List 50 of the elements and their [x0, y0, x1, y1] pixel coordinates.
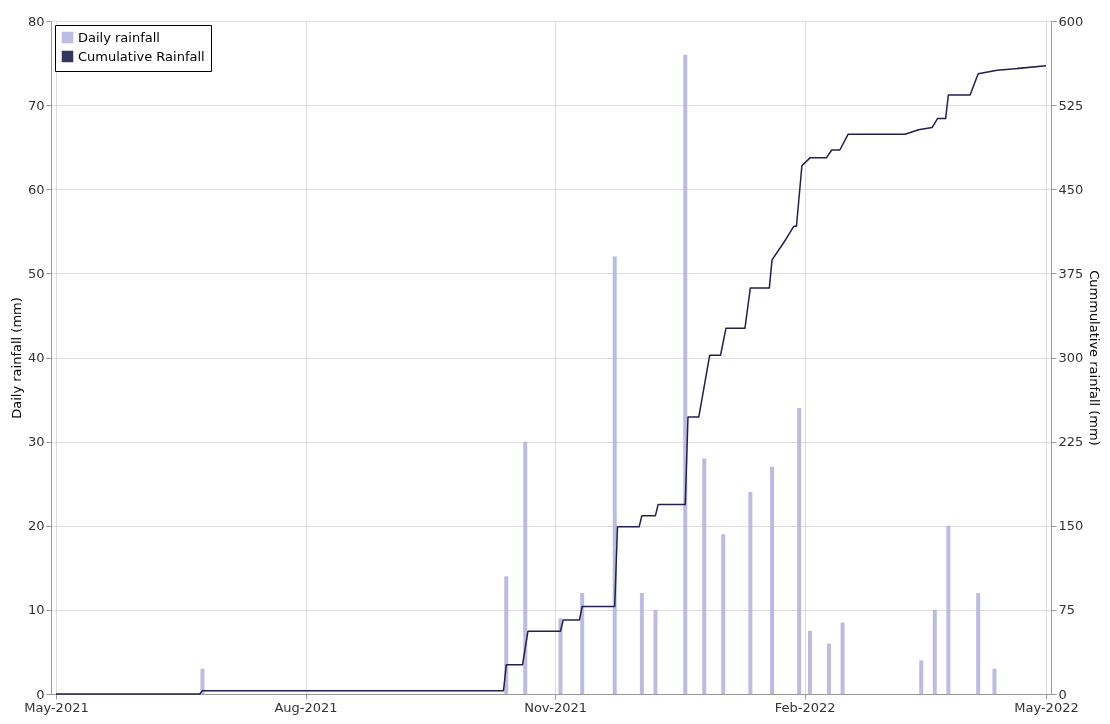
y2-tick-label: 225 [1058, 434, 1084, 450]
bar [504, 576, 509, 694]
y-tick-label: 20 [27, 518, 45, 534]
bar [653, 609, 658, 694]
x-tick-label: May-2022 [1014, 699, 1079, 715]
y2-tick-label: 75 [1058, 602, 1076, 618]
y-tick-label: 80 [27, 13, 45, 29]
y2-axis-title: Cummulative rainfall (mm) [1087, 270, 1103, 446]
legend-label: Cumulative Rainfall [78, 48, 205, 64]
x-tick-label: Aug-2021 [274, 699, 338, 715]
bar [946, 525, 951, 694]
bar [523, 441, 528, 694]
legend-label: Daily rainfall [78, 29, 160, 45]
bar [797, 407, 802, 694]
bar [976, 593, 981, 694]
bar [992, 668, 997, 694]
x-tick-label: Nov-2021 [524, 699, 587, 715]
y2-tick-label: 375 [1058, 265, 1084, 281]
bar [721, 534, 726, 694]
y2-tick-label: 300 [1058, 350, 1084, 365]
bar [702, 458, 707, 694]
y2-tick-label: 150 [1058, 518, 1084, 534]
bar [200, 668, 205, 694]
y2-tick-label: 0 [1058, 686, 1067, 702]
bar [932, 609, 937, 694]
y-tick-label: 40 [27, 350, 45, 365]
y2-tick-label: 450 [1058, 181, 1084, 197]
y-tick-label: 30 [27, 434, 45, 450]
bar [808, 630, 813, 694]
y2-tick-label: 525 [1058, 97, 1084, 113]
bar [558, 618, 563, 694]
bar [748, 492, 753, 694]
bar [580, 593, 585, 694]
bar [840, 622, 845, 694]
x-tick-label: Feb-2022 [774, 699, 836, 715]
bar [919, 660, 924, 694]
bar [683, 54, 688, 694]
bar [770, 466, 775, 694]
y-tick-label: 60 [27, 181, 45, 197]
y-tick-label: 10 [27, 602, 45, 618]
line-series [55, 65, 1047, 695]
bar [612, 256, 617, 694]
y-axis-title: Daily rainfall (mm) [8, 297, 24, 419]
x-tick-label: May-2021 [24, 699, 89, 715]
y-tick-label: 0 [36, 686, 45, 702]
y-tick-label: 70 [27, 97, 45, 113]
bar [639, 593, 644, 694]
y-tick-label: 50 [27, 265, 45, 281]
y2-tick-label: 600 [1058, 13, 1084, 29]
bar [827, 643, 832, 694]
